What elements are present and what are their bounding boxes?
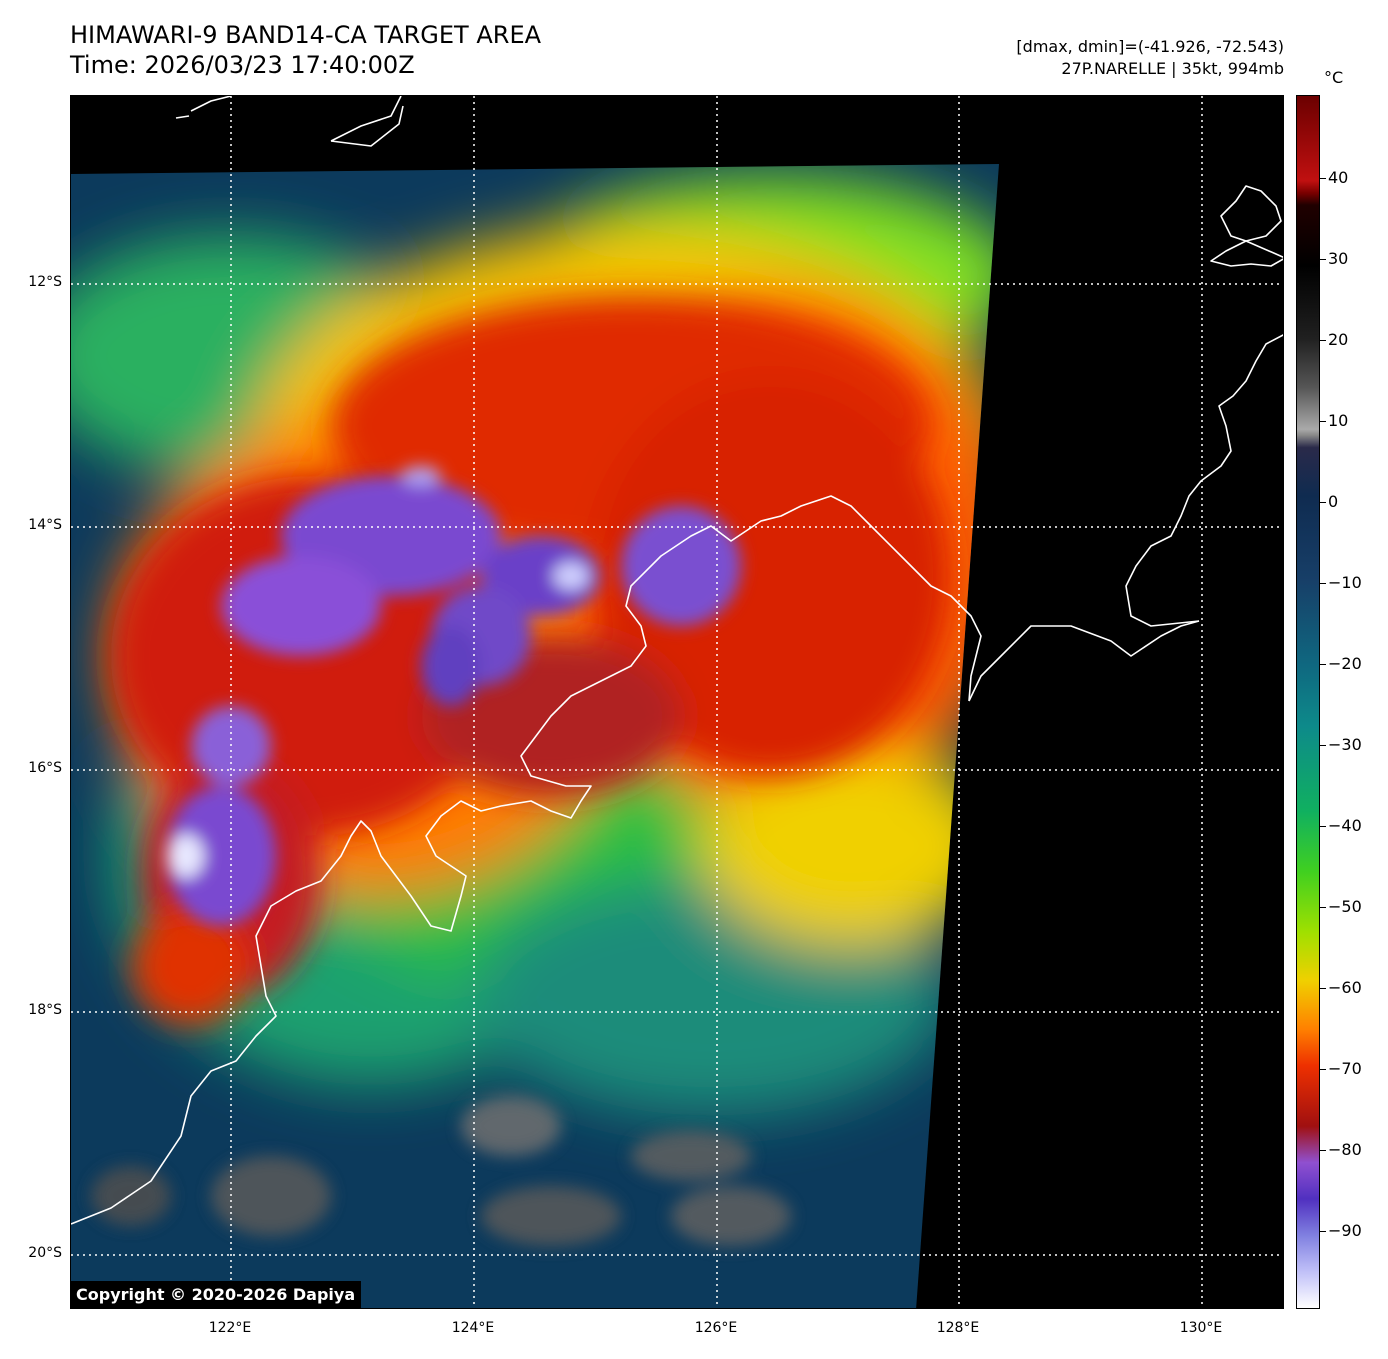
colorbar-tick-label: −70 (1328, 1059, 1362, 1078)
lon-label-130e: 130°E (1179, 1320, 1223, 1336)
colorbar-tick-mark (1320, 1231, 1326, 1232)
storm-info: 27P.NARELLE | 35kt, 994mb (1061, 59, 1284, 78)
map-title: HIMAWARI-9 BAND14-CA TARGET AREA (70, 21, 542, 49)
coastlines (71, 96, 1283, 1225)
colorbar-tick-mark (1320, 259, 1326, 260)
colorbar-tick-label: −40 (1328, 816, 1362, 835)
colorbar-tick-label: 20 (1328, 330, 1349, 349)
copyright-notice: Copyright © 2020-2026 Dapiya (70, 1281, 362, 1308)
lon-label-124e: 124°E (451, 1320, 495, 1336)
colorbar-tick-label: −20 (1328, 654, 1362, 673)
colorbar-tick-mark (1320, 421, 1326, 422)
colorbar-unit: °C (1324, 68, 1344, 87)
colorbar-tick-label: 0 (1328, 492, 1339, 511)
lon-label-122e: 122°E (208, 1320, 252, 1336)
colorbar-tick-mark (1320, 583, 1326, 584)
colorbar-tick-label: −80 (1328, 1140, 1362, 1159)
colorbar-tick-mark (1320, 1069, 1326, 1070)
lat-label-16s: 16°S (28, 760, 62, 776)
lat-label-20s: 20°S (28, 1245, 62, 1261)
colorbar-tick-label: −60 (1328, 978, 1362, 997)
satellite-image (71, 96, 1283, 1308)
colorbar-tick-label: −30 (1328, 735, 1362, 754)
colorbar-tick-label: 30 (1328, 249, 1349, 268)
gridlines (71, 96, 1283, 1308)
colorbar-tick-label: −10 (1328, 573, 1362, 592)
colorbar-tick-mark (1320, 502, 1326, 503)
colorbar-tick-mark (1320, 826, 1326, 827)
colorbar-tick-mark (1320, 178, 1326, 179)
lat-label-18s: 18°S (28, 1002, 62, 1018)
lat-label-14s: 14°S (28, 517, 62, 533)
colorbar-tick-mark (1320, 745, 1326, 746)
map-timestamp: Time: 2026/03/23 17:40:00Z (70, 51, 415, 79)
lat-label-12s: 12°S (28, 274, 62, 290)
temperature-colorbar (1296, 95, 1320, 1309)
satellite-map (70, 95, 1284, 1309)
colorbar-tick-mark (1320, 907, 1326, 908)
colorbar-tick-label: 40 (1328, 168, 1349, 187)
lon-label-126e: 126°E (694, 1320, 738, 1336)
temperature-range: [dmax, dmin]=(-41.926, -72.543) (1016, 37, 1284, 56)
colorbar-tick-label: −90 (1328, 1221, 1362, 1240)
colorbar-tick-mark (1320, 340, 1326, 341)
lon-label-128e: 128°E (936, 1320, 980, 1336)
colorbar-tick-mark (1320, 664, 1326, 665)
colorbar-tick-label: −50 (1328, 897, 1362, 916)
colorbar-tick-label: 10 (1328, 411, 1349, 430)
colorbar-tick-mark (1320, 988, 1326, 989)
colorbar-tick-mark (1320, 1150, 1326, 1151)
